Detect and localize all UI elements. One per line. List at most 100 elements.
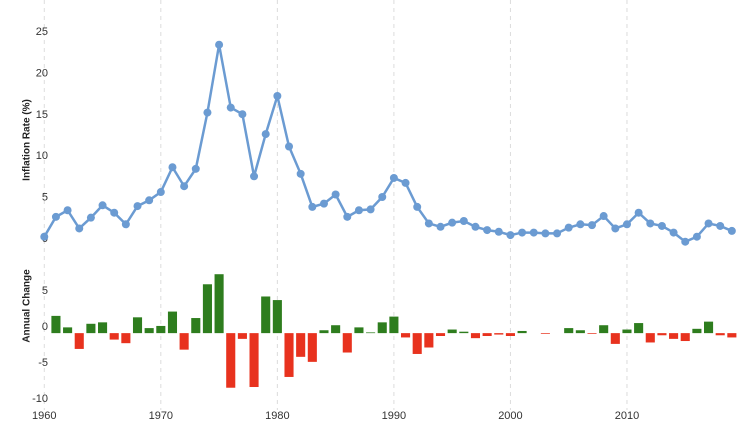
bar	[261, 296, 271, 334]
point	[576, 220, 585, 229]
bar	[575, 330, 585, 334]
bar	[657, 333, 667, 336]
bar	[342, 333, 352, 353]
y-tick-label: 25	[36, 26, 48, 38]
point	[564, 223, 573, 232]
point	[203, 108, 212, 117]
point	[51, 212, 60, 221]
point	[588, 221, 597, 230]
bar	[51, 315, 61, 334]
bar	[86, 323, 96, 334]
bar	[156, 325, 166, 334]
bar	[237, 333, 247, 339]
bar	[704, 321, 714, 334]
x-tick-label: 2000	[498, 410, 522, 422]
bar	[494, 333, 504, 335]
x-tick-label: 2010	[615, 410, 639, 422]
point	[401, 178, 410, 187]
point	[459, 216, 468, 225]
point	[308, 202, 317, 211]
bar	[179, 333, 189, 350]
point	[622, 220, 631, 229]
point	[75, 224, 84, 233]
bar	[319, 330, 329, 334]
point	[98, 201, 107, 210]
x-tick-label: 1980	[265, 410, 289, 422]
point	[331, 190, 340, 199]
point	[40, 232, 49, 241]
point	[518, 228, 527, 237]
point	[319, 199, 328, 208]
point	[646, 219, 655, 228]
point	[273, 92, 282, 101]
bar	[214, 274, 224, 334]
bar	[144, 328, 154, 334]
y-tick-label: 0	[42, 321, 48, 333]
bar	[202, 284, 212, 334]
point	[250, 172, 259, 181]
point	[238, 110, 247, 119]
point	[261, 130, 270, 139]
bar	[669, 333, 679, 339]
y-tick-label: 10	[36, 150, 48, 162]
bar	[587, 333, 597, 334]
bar	[680, 333, 690, 342]
bar	[249, 333, 259, 388]
bar	[191, 318, 201, 334]
point	[657, 221, 666, 230]
point	[506, 231, 515, 240]
point	[168, 163, 177, 172]
bar	[645, 333, 655, 343]
bar	[401, 333, 411, 338]
point	[611, 224, 620, 233]
bar	[366, 332, 376, 334]
y-tick-label: 5	[42, 192, 48, 204]
x-tick-label: 1990	[382, 410, 406, 422]
x-tick-label: 1970	[149, 410, 173, 422]
point	[494, 227, 503, 236]
y-axis-title: Annual Change	[22, 269, 33, 343]
point	[343, 212, 352, 221]
point	[634, 208, 643, 217]
y-tick-label: -10	[32, 393, 48, 405]
bar	[470, 333, 481, 339]
point	[285, 142, 294, 151]
point	[424, 219, 433, 228]
point	[692, 232, 701, 241]
bar	[377, 322, 387, 334]
bar	[599, 325, 609, 334]
bar	[505, 333, 515, 336]
bar	[564, 328, 574, 334]
bar	[540, 333, 550, 334]
bar	[435, 333, 446, 336]
point	[180, 182, 189, 191]
bar	[74, 333, 84, 349]
point	[156, 188, 165, 197]
point	[296, 169, 305, 178]
point	[215, 40, 224, 49]
bar	[634, 323, 644, 334]
bar	[354, 327, 364, 334]
point	[378, 192, 387, 201]
bar	[226, 333, 236, 388]
point	[704, 219, 713, 228]
point	[121, 220, 130, 229]
bar	[622, 329, 632, 334]
y-tick-label: 5	[42, 285, 48, 297]
y-tick-label: 20	[36, 67, 48, 79]
bar	[63, 327, 73, 334]
bar	[459, 331, 469, 334]
bar	[296, 333, 306, 357]
point	[86, 213, 95, 222]
point	[354, 206, 363, 215]
point	[483, 226, 492, 235]
point	[599, 212, 608, 221]
bar	[132, 317, 143, 334]
y-axis-title: Inflation Rate (%)	[22, 99, 33, 181]
point	[63, 206, 72, 215]
bar	[692, 328, 702, 334]
point	[366, 205, 375, 214]
point	[191, 164, 200, 173]
point	[529, 228, 538, 237]
